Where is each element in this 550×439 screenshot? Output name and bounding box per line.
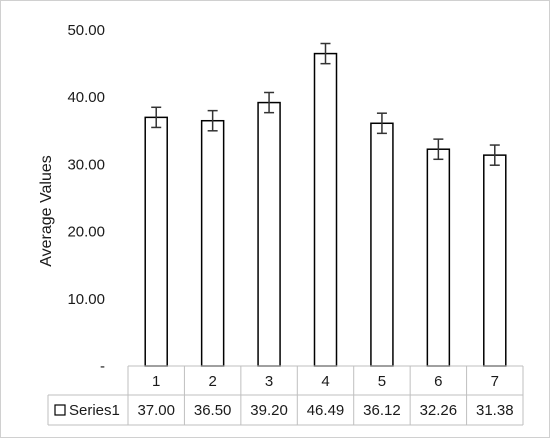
x-tick-label: 1 <box>152 373 160 390</box>
y-axis-title: Average Values <box>38 155 55 266</box>
data-label: 36.12 <box>363 402 401 419</box>
y-tick-label: 50.00 <box>67 22 105 39</box>
error-bar <box>433 138 444 161</box>
data-label: 37.00 <box>137 402 175 419</box>
bar <box>200 119 225 367</box>
bar <box>313 52 338 367</box>
y-tick-label: - <box>100 358 105 375</box>
error-bar <box>376 112 387 135</box>
x-tick-label: 4 <box>321 373 329 390</box>
data-label: 46.49 <box>307 402 345 419</box>
error-bars <box>151 42 500 166</box>
data-label: 39.20 <box>250 402 288 419</box>
y-tick-label: 20.00 <box>67 224 105 241</box>
error-bar <box>489 144 500 166</box>
error-bar <box>207 109 218 132</box>
x-tick-label: 7 <box>491 373 499 390</box>
x-tick-label: 5 <box>378 373 386 390</box>
legend-label: Series1 <box>69 402 120 419</box>
y-tick-labels: - 10.00 20.00 30.00 40.00 50.00 <box>67 22 105 375</box>
error-bar <box>264 91 275 114</box>
bar <box>483 154 507 367</box>
y-tick-label: 10.00 <box>67 291 105 308</box>
bar <box>144 116 168 367</box>
y-tick-label: 40.00 <box>67 89 105 106</box>
bar <box>426 148 451 367</box>
error-bar <box>151 106 162 129</box>
bar <box>370 122 394 367</box>
legend-key <box>54 404 66 416</box>
bars <box>144 52 507 367</box>
x-tick-label: 6 <box>434 373 442 390</box>
error-bar <box>320 42 331 65</box>
x-tick-label: 3 <box>265 373 273 390</box>
data-label: 31.38 <box>476 402 514 419</box>
data-label: 36.50 <box>194 402 232 419</box>
data-table: 1 2 3 4 5 6 7 Series1 37.00 36.50 39.20 46.49 36.12 3… <box>47 365 524 426</box>
y-tick-label: 30.00 <box>67 156 105 173</box>
bar <box>257 101 281 367</box>
data-label: 32.26 <box>420 402 458 419</box>
x-tick-label: 2 <box>208 373 216 390</box>
